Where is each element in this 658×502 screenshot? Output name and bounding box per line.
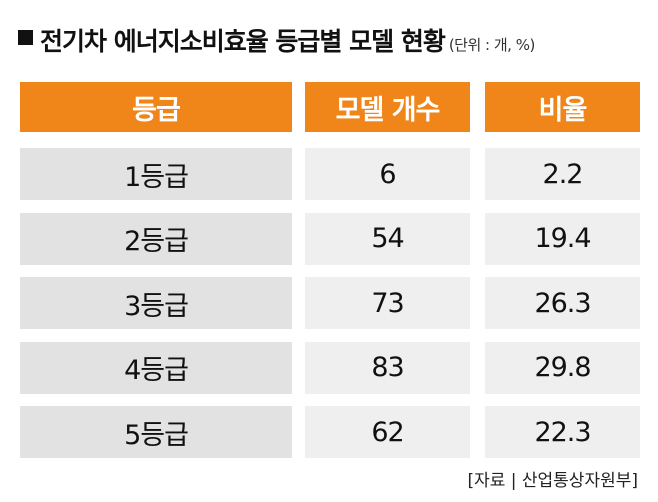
column-header: 모델 개수 bbox=[305, 82, 470, 132]
grade-cell: 5등급 bbox=[20, 406, 292, 458]
title-marker bbox=[18, 30, 33, 45]
source: [자료 | 산업통상자원부] bbox=[467, 471, 638, 491]
value-cell: 73 bbox=[305, 277, 470, 329]
grade-cell: 4등급 bbox=[20, 341, 292, 394]
value-cell: 83 bbox=[305, 341, 470, 394]
value-cell: 62 bbox=[305, 406, 470, 458]
column-header: 등급 bbox=[20, 82, 292, 132]
column-header: 비율 bbox=[485, 82, 640, 132]
value-cell: 54 bbox=[305, 212, 470, 265]
value-cell: 29.8 bbox=[485, 341, 640, 394]
grade-cell: 3등급 bbox=[20, 277, 292, 329]
value-cell: 19.4 bbox=[485, 212, 640, 265]
value-cell: 2.2 bbox=[485, 148, 640, 200]
title-line: 전기차 에너지소비효율 등급별 모델 현황 (단위 : 개, %) bbox=[40, 22, 535, 58]
value-cell: 26.3 bbox=[485, 277, 640, 329]
value-cell: 22.3 bbox=[485, 406, 640, 458]
grade-cell: 1등급 bbox=[20, 148, 292, 200]
grade-cell: 2등급 bbox=[20, 212, 292, 265]
title: 전기차 에너지소비효율 등급별 모델 현황 bbox=[40, 27, 446, 56]
value-cell: 6 bbox=[305, 148, 470, 200]
unit: (단위 : 개, %) bbox=[448, 36, 535, 54]
